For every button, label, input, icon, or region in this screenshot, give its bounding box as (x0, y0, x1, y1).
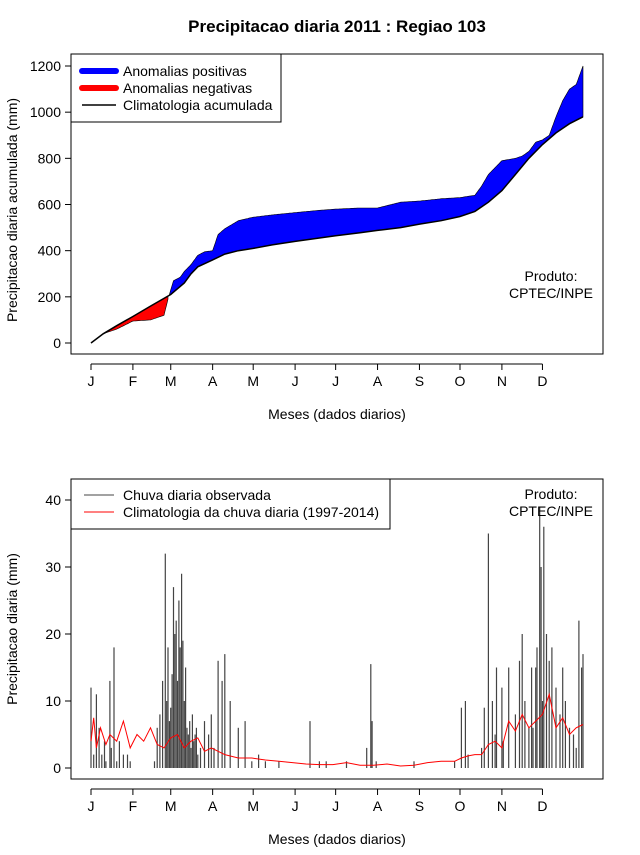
x-tick-label: A (373, 798, 383, 814)
x-tick-label: J (292, 798, 299, 814)
daily-climatology-line (90, 692, 584, 767)
x-tick-label: F (129, 373, 138, 389)
legend-label-negative: Anomalias negativas (123, 80, 252, 96)
x-tick-label: D (537, 373, 547, 389)
product-source: CPTEC/INPE (509, 503, 593, 519)
x-tick-label: J (88, 798, 95, 814)
x-tick-label: A (208, 798, 218, 814)
y-tick-label: 30 (45, 559, 61, 575)
legend-box (70, 478, 391, 530)
legend: Chuva diaria observada Climatologia da c… (70, 478, 391, 530)
x-tick-label: M (247, 798, 259, 814)
y-tick-label: 200 (38, 289, 62, 305)
x-tick-label: M (247, 373, 259, 389)
x-tick-label: O (455, 798, 466, 814)
x-tick-label: D (537, 798, 547, 814)
x-tick-label: J (88, 373, 95, 389)
y-tick-label: 10 (45, 693, 61, 709)
x-tick-label: N (497, 373, 507, 389)
legend-label-observed: Chuva diaria observada (123, 487, 271, 503)
x-tick-label: S (415, 798, 424, 814)
y-tick-label: 400 (38, 243, 62, 259)
x-tick-label: N (497, 798, 507, 814)
y-tick-label: 1200 (30, 58, 61, 74)
y-tick-label: 600 (38, 197, 62, 213)
chart-title: Precipitacao diaria 2011 : Regiao 103 (188, 17, 486, 36)
y-tick-label: 0 (53, 335, 61, 351)
x-tick-label: J (332, 373, 339, 389)
legend-label-positive: Anomalias positivas (123, 63, 247, 79)
x-tick-label: J (332, 798, 339, 814)
x-tick-label: F (129, 798, 138, 814)
climatology-line (90, 116, 584, 344)
product-label: Produto: (525, 268, 578, 284)
legend: Anomalias positivas Anomalias negativas … (70, 53, 282, 123)
y-tick-label: 1000 (30, 104, 61, 120)
y-tick-label: 0 (53, 760, 61, 776)
x-tick-label: M (165, 798, 177, 814)
y-axis-label: Precipitacao diaria (mm) (4, 553, 20, 705)
x-tick-label: S (415, 373, 424, 389)
product-source: CPTEC/INPE (509, 285, 593, 301)
y-tick-label: 20 (45, 626, 61, 642)
x-axis-label: Meses (dados diarios) (268, 406, 406, 422)
x-axis-label: Meses (dados diarios) (268, 831, 406, 847)
cumulative-chart: Precipitacao diaria 2011 : Regiao 103 0 2… (4, 17, 604, 422)
x-tick-label: A (208, 373, 218, 389)
daily-chart: 0 10 20 30 40 J F M A M J J A S O N D Precipitacao diar… (4, 478, 604, 847)
x-tick-label: A (373, 373, 383, 389)
y-tick-label: 800 (38, 150, 62, 166)
product-label: Produto: (525, 486, 578, 502)
x-tick-label: O (455, 373, 466, 389)
x-tick-label: M (165, 373, 177, 389)
y-tick-label: 40 (45, 492, 61, 508)
x-tick-label: J (292, 373, 299, 389)
legend-label-climatology: Climatologia acumulada (123, 97, 273, 113)
legend-label-climatology: Climatologia da chuva diaria (1997-2014) (123, 504, 379, 520)
y-axis-label: Precipitacao diaria acumulada (mm) (4, 98, 20, 322)
